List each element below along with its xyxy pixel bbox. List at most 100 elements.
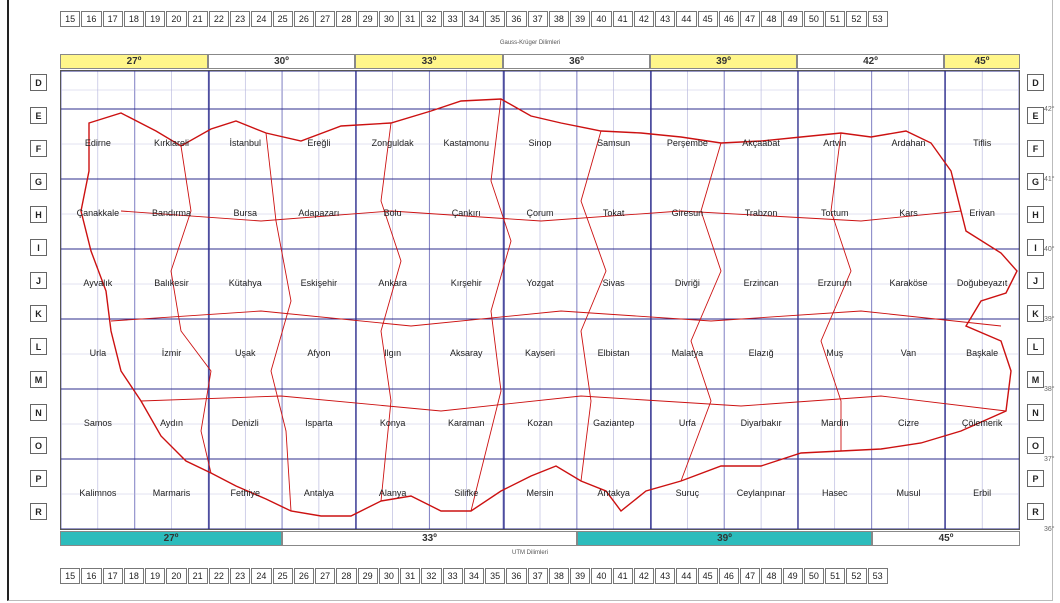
city-label: Suruç <box>676 488 700 498</box>
city-label: Adapazarı <box>298 208 339 218</box>
column-number-cell: 43 <box>655 11 676 27</box>
city-label: Afyon <box>307 348 330 358</box>
city-label: Marmaris <box>153 488 191 498</box>
city-label: Balıkesir <box>154 278 189 288</box>
column-number-cell: 20 <box>166 11 187 27</box>
latitude-label: 36° <box>1044 526 1055 533</box>
row-letter-cell: N <box>30 404 47 421</box>
row-letter-cell: I <box>30 239 47 256</box>
province-boundary <box>820 132 852 451</box>
top-column-number-row: 15 16 17 18 19 20 21 22 23 24 25 26 27 28 29 30 31 32 33 34… <box>60 11 888 27</box>
zone-cell: 27º <box>60 54 208 69</box>
row-letter-cell: E <box>1027 107 1044 124</box>
column-number-cell: 42 <box>633 568 654 584</box>
column-number-cell: 28 <box>336 11 357 27</box>
column-number-cell: 51 <box>825 11 846 27</box>
city-label: Ereğli <box>307 138 330 148</box>
province-boundary <box>140 395 1007 412</box>
column-number-cell: 38 <box>548 568 569 584</box>
row-letter-cell: L <box>1027 338 1044 355</box>
province-boundary <box>470 98 512 512</box>
column-number-cell: 42 <box>633 11 654 27</box>
column-number-cell: 31 <box>400 568 421 584</box>
province-boundary <box>110 310 1002 327</box>
row-letter-cell: D <box>1027 74 1044 91</box>
zone-cell: 33º <box>355 54 503 69</box>
column-number-cell: 35 <box>485 568 506 584</box>
column-number-cell: 29 <box>357 568 378 584</box>
city-label: Erzurum <box>818 278 852 288</box>
column-number-cell: 51 <box>825 568 846 584</box>
city-label: İstanbul <box>229 138 261 148</box>
column-number-cell: 36 <box>506 11 527 27</box>
map-canvas: Edirne Kırklareli İstanbul Ereğli Zonguldak K… <box>61 71 1019 529</box>
column-number-cell: 36 <box>506 568 527 584</box>
column-number-cell: 41 <box>612 568 633 584</box>
column-number-cell: 26 <box>293 11 314 27</box>
province-boundary <box>265 132 292 512</box>
city-label: Elbistan <box>598 348 630 358</box>
city-label: Bolu <box>384 208 402 218</box>
column-number-cell: 48 <box>761 568 782 584</box>
city-label: Ardahan <box>891 138 925 148</box>
gauss-kruger-caption: Gauss-Krüger Dilimleri <box>499 40 561 46</box>
city-label: Urfa <box>679 418 696 428</box>
column-number-cell: 32 <box>421 568 442 584</box>
city-label: Kastamonu <box>444 138 490 148</box>
city-label: Kırklareli <box>154 138 189 148</box>
column-number-cell: 44 <box>676 568 697 584</box>
city-label: Başkale <box>966 348 998 358</box>
row-letter-cell: J <box>1027 272 1044 289</box>
city-label: Edirne <box>85 138 111 148</box>
column-number-cell: 50 <box>803 568 824 584</box>
column-number-cell: 25 <box>272 568 293 584</box>
column-number-cell: 46 <box>718 568 739 584</box>
latitude-label: 39° <box>1044 316 1055 323</box>
row-letter-cell: K <box>1027 305 1044 322</box>
city-label: Fethiye <box>230 488 260 498</box>
column-number-cell: 38 <box>548 11 569 27</box>
city-label: Giresun <box>672 208 704 218</box>
row-letter-cell: N <box>1027 404 1044 421</box>
column-number-cell: 28 <box>336 568 357 584</box>
column-number-cell: 21 <box>187 568 208 584</box>
city-label: Perşembe <box>667 138 708 148</box>
province-boundary <box>170 145 212 474</box>
column-number-cell: 26 <box>293 568 314 584</box>
city-label: Uşak <box>235 348 256 358</box>
city-label: Denizli <box>232 418 259 428</box>
zone-cell: 36º <box>503 54 650 69</box>
city-label: Tokat <box>603 208 625 218</box>
column-number-cell: 24 <box>251 11 272 27</box>
city-label: Elazığ <box>749 348 774 358</box>
city-label: Çankırı <box>452 208 481 218</box>
row-letter-cell: M <box>30 371 47 388</box>
column-number-cell: 27 <box>315 568 336 584</box>
column-number-cell: 44 <box>676 11 697 27</box>
column-number-cell: 19 <box>145 568 166 584</box>
turkey-border-outline <box>80 98 1018 517</box>
column-number-cell: 16 <box>81 11 102 27</box>
city-label: Karaköse <box>889 278 927 288</box>
city-label: Çorum <box>526 208 553 218</box>
row-letter-cell: E <box>30 107 47 124</box>
column-number-cell: 47 <box>740 11 761 27</box>
city-label: Antalya <box>304 488 334 498</box>
latitude-label: 41° <box>1044 176 1055 183</box>
column-number-cell: 47 <box>740 568 761 584</box>
column-number-cell: 15 <box>60 11 81 27</box>
latitude-label: 37° <box>1044 456 1055 463</box>
province-boundary <box>580 130 607 482</box>
column-number-cell: 49 <box>782 568 803 584</box>
zone-cell: 27º <box>60 531 282 546</box>
column-number-cell: 39 <box>570 568 591 584</box>
turkey-grid-map: Edirne Kırklareli İstanbul Ereğli Zonguldak K… <box>60 70 1020 530</box>
city-label: Bursa <box>233 208 257 218</box>
city-label: Isparta <box>305 418 333 428</box>
city-label: Cizre <box>898 418 919 428</box>
row-letter-cell: J <box>30 272 47 289</box>
zone-cell: 30º <box>208 54 355 69</box>
column-number-cell: 50 <box>803 11 824 27</box>
column-number-cell: 27 <box>315 11 336 27</box>
